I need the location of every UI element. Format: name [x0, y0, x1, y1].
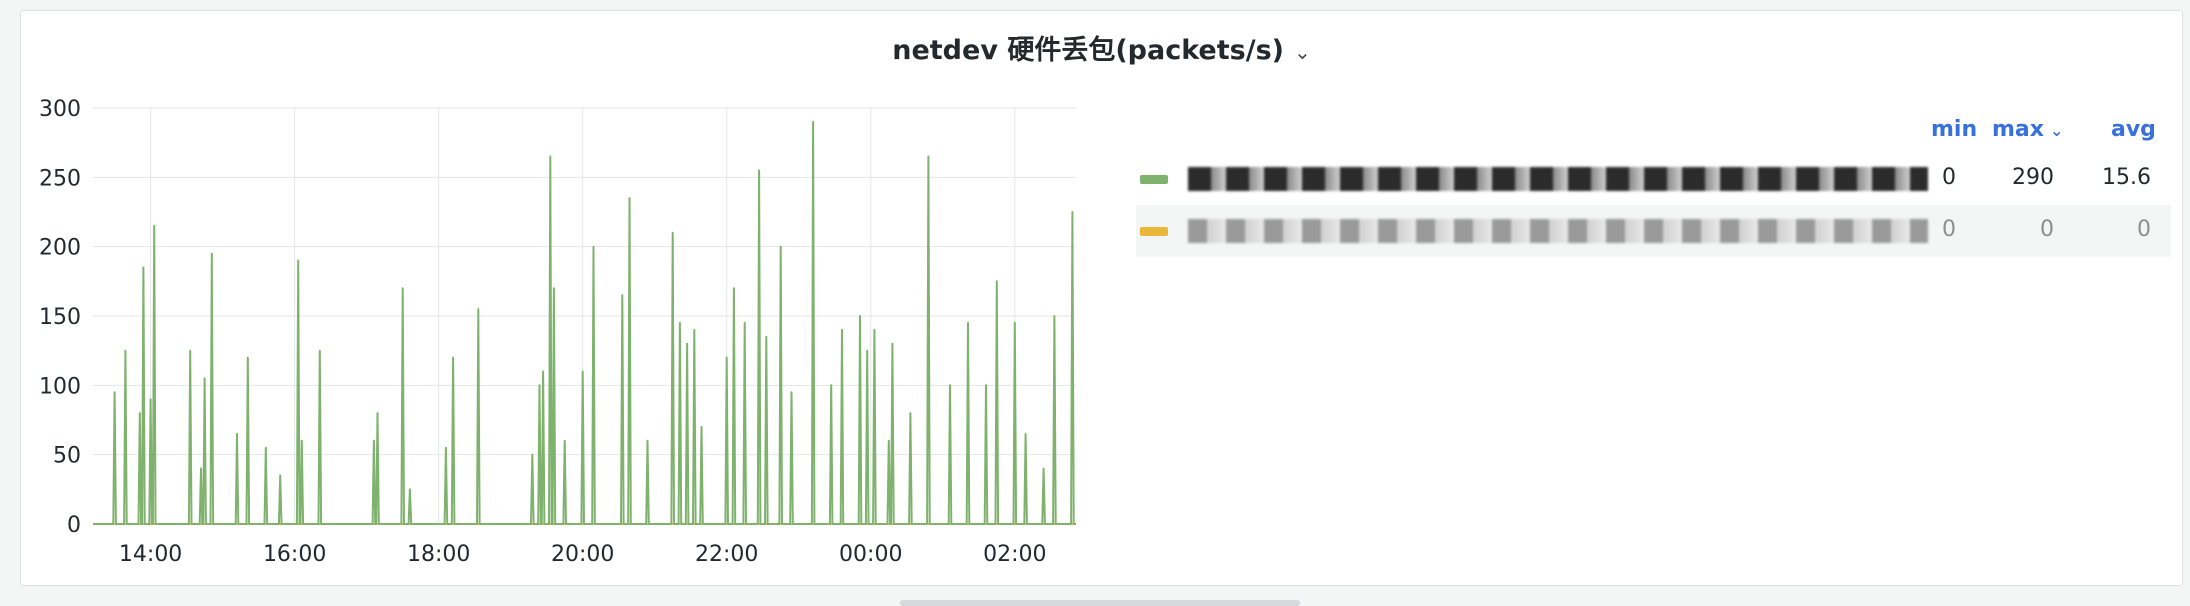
y-tick-label: 50 [53, 444, 81, 469]
x-tick-label: 22:00 [695, 542, 758, 567]
legend-table: min max ⌄ avg 0 290 15.6 0 0 0 [1136, 113, 2171, 257]
legend-min-value: 0 [1942, 217, 1956, 242]
graph-panel: netdev 硬件丢包(packets/s) ⌄ 0 50 100 150 200 250 3… [20, 10, 2183, 586]
legend-max-value: 290 [2012, 165, 2054, 190]
line-chart: 0 50 100 150 200 250 300 14:00 16:00 18:00 20:00 2… [39, 97, 1076, 567]
series-color-swatch[interactable] [1140, 227, 1168, 236]
series-layer [93, 120, 1076, 525]
y-axis: 0 50 100 150 200 250 300 [39, 97, 81, 538]
y-tick-label: 200 [39, 236, 81, 261]
series-name-redacted[interactable] [1188, 219, 1928, 243]
x-tick-label: 20:00 [551, 542, 614, 567]
legend-row[interactable]: 0 290 15.6 [1136, 153, 2171, 205]
x-tick-label: 02:00 [983, 542, 1046, 567]
legend-header-avg[interactable]: avg [2111, 117, 2156, 142]
series-name-redacted[interactable] [1188, 167, 1928, 191]
legend-avg-value: 0 [2137, 217, 2151, 242]
horizontal-scrollbar[interactable] [900, 600, 1300, 606]
y-tick-label: 250 [39, 166, 81, 191]
x-axis: 14:00 16:00 18:00 20:00 22:00 00:00 02:00 [119, 542, 1047, 567]
panel-title-text[interactable]: netdev 硬件丢包(packets/s) [892, 35, 1284, 66]
panel-title[interactable]: netdev 硬件丢包(packets/s) ⌄ [21, 33, 2182, 70]
chevron-down-icon[interactable]: ⌄ [2049, 121, 2064, 140]
series-color-swatch[interactable] [1140, 175, 1168, 184]
chevron-down-icon[interactable]: ⌄ [1294, 39, 1311, 64]
legend-header-max[interactable]: max ⌄ [1992, 117, 2063, 142]
y-tick-label: 150 [39, 305, 81, 330]
legend-header-min[interactable]: min [1931, 117, 1978, 142]
y-tick-label: 300 [39, 97, 81, 122]
series-line-green [93, 120, 1076, 525]
legend-header: min max ⌄ avg [1136, 113, 2171, 153]
legend-header-max-label[interactable]: max [1992, 117, 2044, 142]
legend-row[interactable]: 0 0 0 [1136, 205, 2171, 257]
x-tick-label: 18:00 [407, 542, 470, 567]
legend-min-value: 0 [1942, 165, 1956, 190]
y-tick-label: 100 [39, 374, 81, 399]
y-tick-label: 0 [67, 513, 81, 538]
x-tick-label: 14:00 [119, 542, 182, 567]
legend-max-value: 0 [2040, 217, 2054, 242]
x-tick-label: 00:00 [839, 542, 902, 567]
x-tick-label: 16:00 [263, 542, 326, 567]
legend-avg-value: 15.6 [2102, 165, 2151, 190]
